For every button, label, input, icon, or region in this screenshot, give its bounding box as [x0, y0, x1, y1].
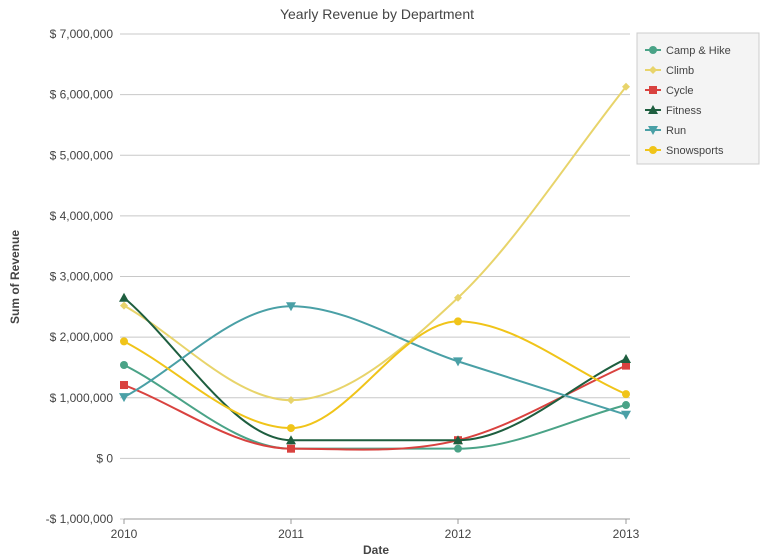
data-point [286, 435, 296, 445]
x-tick-label: 2012 [445, 527, 472, 541]
legend-item: Cycle [645, 85, 694, 97]
x-tick-label: 2011 [278, 527, 304, 541]
data-point [454, 317, 462, 326]
legend-label: Cycle [666, 85, 694, 97]
y-tick-label: $ 7,000,000 [50, 27, 114, 41]
series-line [123, 86, 627, 402]
legend-label: Climb [666, 65, 694, 77]
data-point [120, 381, 128, 390]
data-point [622, 390, 630, 399]
y-tick-label: $ 5,000,000 [50, 148, 114, 162]
series-run [119, 302, 631, 420]
y-axis-label: Sum of Revenue [8, 230, 22, 324]
series-fitness [119, 292, 631, 445]
series-snowsports [120, 317, 630, 433]
y-tick-label: $ 0 [96, 451, 113, 465]
series-line [123, 320, 627, 430]
legend-marker [649, 66, 657, 74]
legend-box [636, 32, 760, 165]
legend-marker [648, 126, 658, 135]
grid-lines [120, 33, 630, 520]
legend-label: Run [666, 125, 686, 137]
series-line [123, 296, 627, 442]
legend-label: Snowsports [666, 145, 724, 157]
legend-label: Fitness [666, 105, 702, 117]
legend-marker [649, 46, 657, 54]
y-tick-label: $ 1,000,000 [50, 391, 114, 405]
legend-item: Climb [645, 65, 694, 77]
y-tick-label: $ 2,000,000 [50, 330, 114, 344]
series-climb [120, 82, 630, 405]
data-point [622, 401, 630, 410]
data-point [622, 82, 630, 91]
legend-item: Snowsports [645, 145, 724, 157]
data-point [621, 410, 631, 420]
x-axis-label: Date [363, 543, 389, 557]
data-point [287, 444, 295, 453]
legend: Camp & Hike Climb Cycle Fitness Run Snowsport… [636, 32, 760, 165]
x-axis-ticks: 2010 2011 2012 2013 [111, 518, 640, 541]
series-line [123, 364, 627, 451]
data-point [287, 396, 295, 405]
data-point [119, 292, 129, 302]
data-point [286, 302, 296, 312]
data-point [453, 357, 463, 367]
data-point [454, 444, 462, 453]
y-axis-ticks: -$ 1,000,000 $ 0 $ 1,000,000 $ 2,000,000 $ 3… [46, 27, 114, 526]
legend-label: Camp & Hike [666, 45, 731, 57]
data-point [454, 293, 462, 302]
data-point [119, 393, 129, 403]
legend-marker [649, 146, 657, 154]
data-point [120, 361, 128, 370]
y-tick-label: $ 6,000,000 [50, 88, 114, 102]
data-point [120, 301, 128, 310]
y-tick-label: $ 3,000,000 [50, 270, 114, 284]
legend-item: Fitness [645, 105, 702, 117]
data-point [621, 353, 631, 363]
legend-item: Camp & Hike [645, 45, 731, 57]
legend-item: Run [645, 125, 686, 137]
series-line [123, 305, 627, 416]
data-point [453, 435, 463, 445]
chart-title: Yearly Revenue by Department [280, 6, 474, 22]
y-tick-label: $ 4,000,000 [50, 209, 114, 223]
legend-marker [648, 105, 658, 114]
series-layer [119, 82, 631, 453]
data-point [287, 424, 295, 433]
x-tick-label: 2013 [613, 527, 640, 541]
data-point [622, 361, 630, 370]
legend-marker [649, 86, 657, 94]
x-tick-label: 2010 [111, 527, 138, 541]
data-point [120, 337, 128, 346]
y-tick-label: -$ 1,000,000 [46, 512, 114, 526]
